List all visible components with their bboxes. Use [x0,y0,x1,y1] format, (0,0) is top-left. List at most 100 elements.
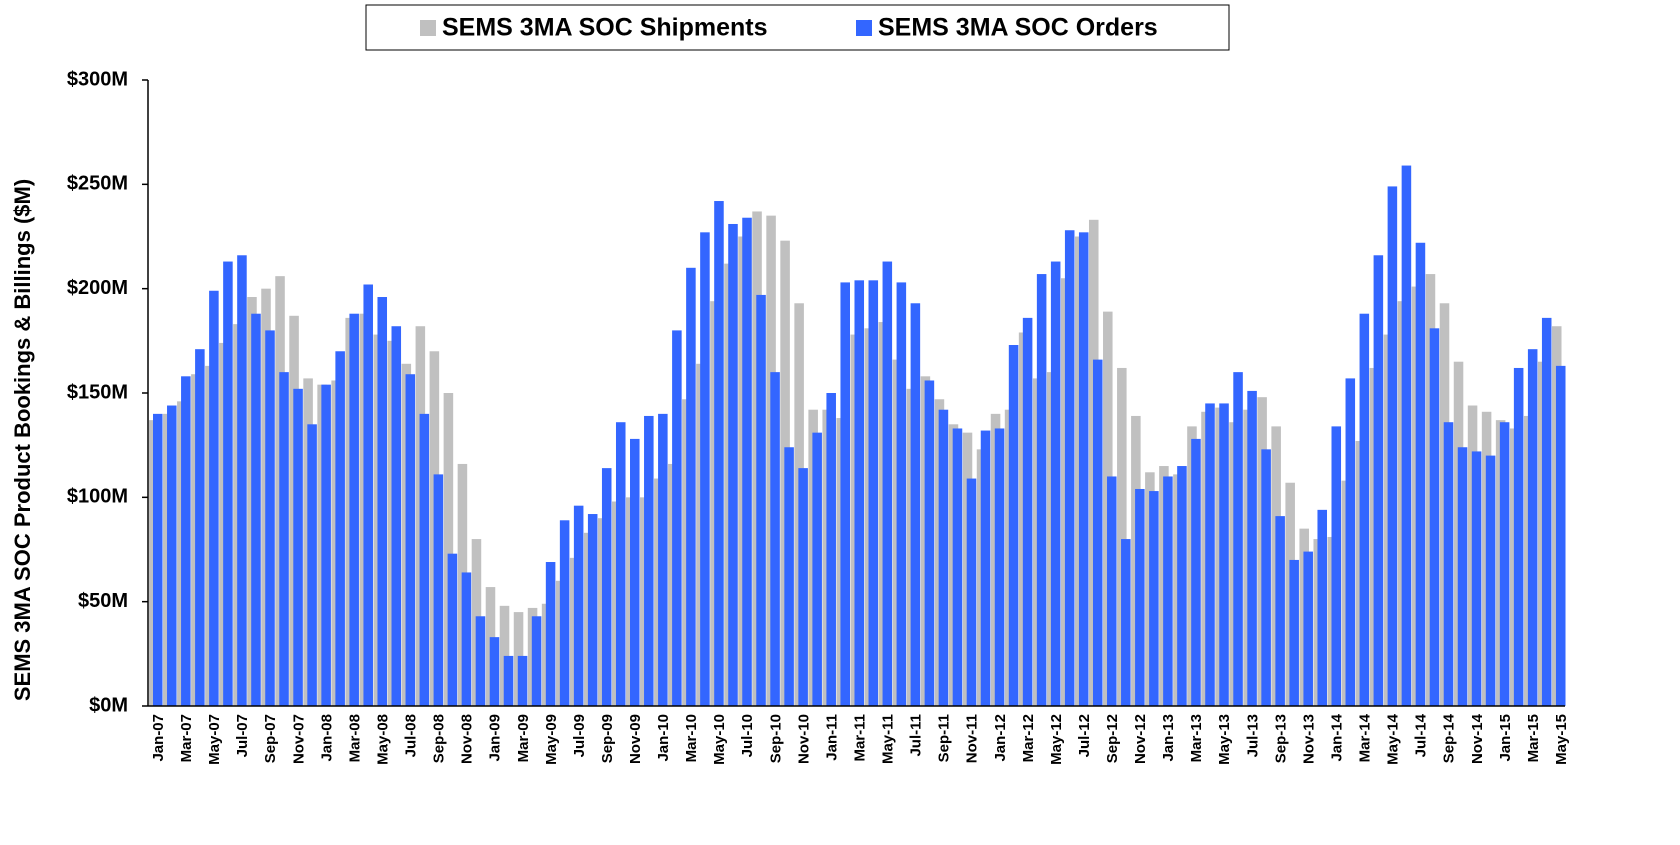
x-tick-label: Nov-11 [964,714,981,763]
bar [447,553,458,706]
y-tick-label: $150M [67,381,128,403]
bar [573,505,584,706]
bar [1247,390,1257,706]
x-tick-label: Jul-10 [739,714,756,757]
bar [391,326,402,706]
bar [531,616,542,706]
x-tick-label: Nov-08 [459,714,476,764]
bar [966,478,977,706]
x-tick-label: Sep-07 [262,714,279,763]
x-tick-label: May-08 [374,714,391,765]
x-tick-label: Jul-07 [234,714,251,757]
bar [1359,313,1370,706]
bar [349,313,359,706]
x-tick-label: Jul-14 [1413,713,1430,757]
bar [798,468,808,706]
y-tick-label: $200M [67,277,128,299]
bar [1107,476,1117,706]
y-tick-label: $100M [67,486,128,508]
x-tick-label: Sep-12 [1104,714,1121,763]
x-tick-label: Nov-07 [290,714,307,764]
x-tick-label: Jan-09 [487,714,504,762]
bar [1233,372,1243,706]
bar [153,413,163,706]
bar [1499,422,1510,706]
bar [1275,516,1285,706]
bar [1163,476,1173,706]
bar [728,223,738,707]
bar [1527,349,1538,706]
x-tick-label: Mar-08 [346,714,363,762]
bar [559,520,570,706]
bar [1219,403,1229,706]
bar [1135,488,1145,706]
bar [1078,232,1089,706]
x-tick-label: May-14 [1385,713,1402,765]
bar [195,349,205,706]
bar [952,428,963,706]
bar [994,428,1005,706]
x-tick-label: May-09 [543,714,560,765]
bar [938,409,949,706]
bar [405,374,416,706]
legend-box [365,4,1230,51]
bar [335,351,345,706]
y-axis-title: SEMS 3MA SOC Product Bookings & Billings… [10,179,35,701]
bar [1401,165,1412,706]
bar [1443,422,1454,706]
x-tick-label: Mar-14 [1357,713,1374,762]
bar [1331,426,1342,706]
bar [756,294,766,706]
x-tick-label: Sep-13 [1272,714,1289,763]
bar [1485,455,1496,706]
x-tick-label: Mar-15 [1525,714,1542,762]
x-tick-label: Jul-08 [403,714,420,757]
x-tick-label: May-07 [206,714,223,765]
bar [1429,328,1440,706]
x-tick-label: Sep-14 [1441,713,1458,763]
bar [209,290,219,706]
x-tick-label: Sep-08 [431,714,448,763]
x-tick-label: Jul-13 [1244,714,1261,757]
bar [644,415,654,706]
bar [1121,539,1131,706]
bar [1092,359,1103,706]
bar [167,405,177,706]
x-tick-label: Jul-11 [908,714,925,757]
bar [1064,230,1075,707]
bar [896,282,907,706]
x-tick-label: Sep-09 [599,714,616,763]
x-tick-label: Sep-10 [767,714,784,763]
bar [1050,261,1061,706]
legend-swatch [856,20,872,36]
bar [1149,491,1159,706]
bar [714,201,724,706]
x-tick-label: Mar-12 [1020,714,1037,762]
bar [419,413,430,706]
bar [1415,242,1426,706]
bar [1555,365,1566,706]
bar [601,468,612,706]
bar [882,261,893,706]
bar [1387,186,1398,707]
bar [321,384,331,706]
bar [784,447,794,706]
legend-label: SEMS 3MA SOC Orders [878,14,1158,42]
x-tick-label: Jul-09 [571,714,588,757]
bar [279,372,289,706]
bar [742,217,752,706]
bar [377,297,388,706]
x-tick-label: Jan-10 [655,714,672,762]
bar [770,372,780,706]
bar [1261,449,1271,706]
bar [1036,274,1047,706]
bar [223,261,233,706]
x-tick-label: May-15 [1553,714,1570,765]
y-tick-label: $50M [78,590,128,612]
bar [1117,367,1127,706]
y-tick-label: $250M [67,173,128,195]
bar [587,514,598,706]
x-tick-label: Sep-11 [936,714,953,762]
x-tick-label: Mar-09 [515,714,532,762]
